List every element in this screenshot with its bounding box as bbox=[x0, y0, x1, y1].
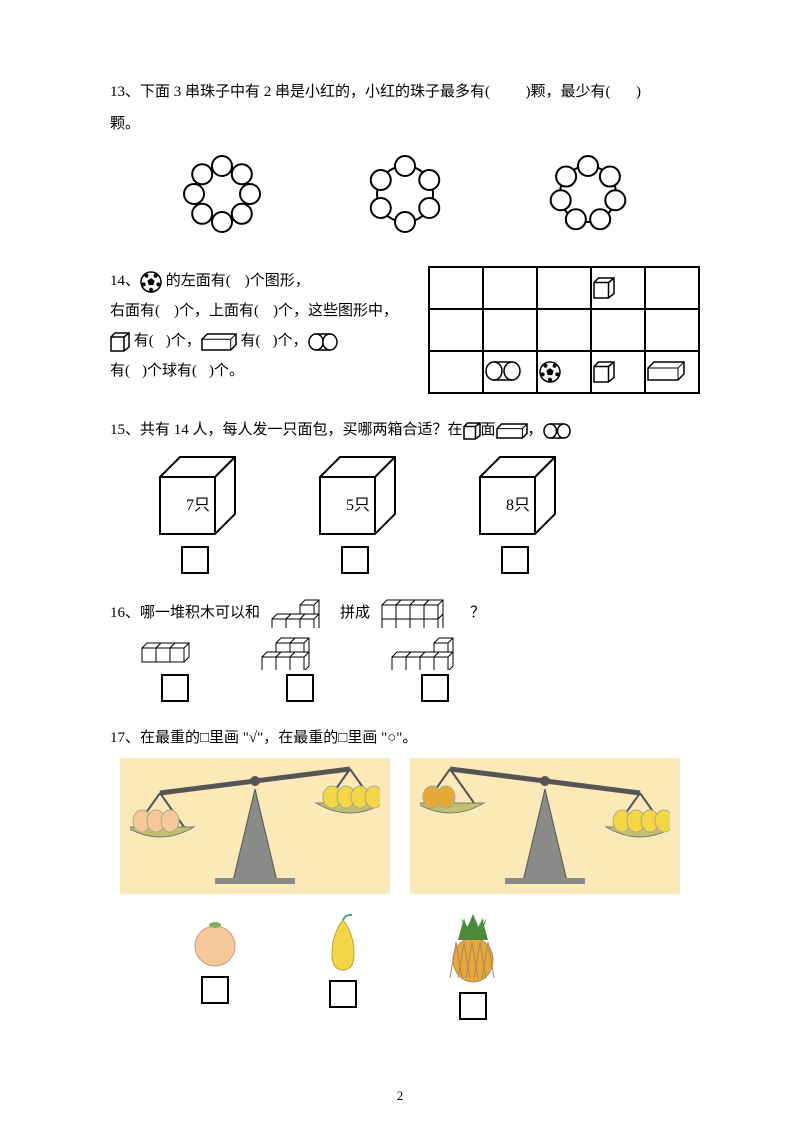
q16-options bbox=[110, 636, 700, 702]
q14-l4b: )个球有( bbox=[142, 363, 197, 379]
question-16: 16、哪一堆积木可以和 拼成 ？ bbox=[110, 598, 700, 702]
answer-box-3[interactable] bbox=[501, 546, 529, 574]
question-13: 13、下面 3 串珠子中有 2 串是小红的，小红的珠子最多有( )颗，最少有( … bbox=[110, 80, 700, 242]
q17-scales bbox=[110, 758, 700, 894]
q15-text-a: 15、共有 14 人，每人发一只面包，买哪两箱合适？在 bbox=[110, 422, 463, 438]
q17-answer-1[interactable] bbox=[201, 976, 229, 1004]
answer-box-1[interactable] bbox=[181, 546, 209, 574]
q16-answer-1[interactable] bbox=[161, 674, 189, 702]
q14-l3c: 有( bbox=[237, 333, 261, 349]
q15-box-3: 8只 bbox=[470, 452, 560, 574]
q16-text-b: 拼成 bbox=[340, 601, 370, 625]
q16-text-c: ？ bbox=[470, 601, 485, 625]
q13-text-a: 13、下面 3 串珠子中有 2 串是小红的，小红的珠子最多有( bbox=[110, 84, 490, 100]
q16-option-3 bbox=[390, 636, 480, 670]
q17-answer-2[interactable] bbox=[329, 980, 357, 1008]
balance-scale-1 bbox=[130, 766, 380, 886]
q13-beads-row bbox=[110, 142, 700, 242]
q14-prefix: 14、 bbox=[110, 273, 140, 289]
mini-cube-icon bbox=[463, 422, 481, 440]
q17-text: 17、在最重的□里画 "√"，在最重的□里画 "○"。 bbox=[110, 726, 700, 750]
mini-cylinder-icon bbox=[543, 423, 571, 439]
balance-scale-2 bbox=[420, 766, 670, 886]
q15-text-b: 面 bbox=[481, 422, 496, 438]
worksheet-page: 13、下面 3 串珠子中有 2 串是小红的，小红的珠子最多有( )颗，最少有( … bbox=[0, 0, 800, 1084]
q14-l2a: 右面有( bbox=[110, 303, 160, 319]
box-8: 8只 bbox=[470, 452, 560, 542]
q17-fruits bbox=[110, 912, 700, 1020]
block-shape-given bbox=[270, 598, 330, 628]
box-5: 5只 bbox=[310, 452, 400, 542]
q14-l2c: )个，这些图形中， bbox=[273, 303, 398, 319]
question-14: 14、 的左面有( )个图形， 右面有( )个，上面有( )个，这些图形中， 有( )个… bbox=[110, 266, 700, 394]
orange-icon bbox=[190, 912, 240, 968]
q15-box-1: 7只 bbox=[150, 452, 240, 574]
page-number: 2 bbox=[0, 1088, 800, 1104]
q14-l3b: )个， bbox=[166, 333, 201, 349]
mini-cuboid-icon bbox=[496, 423, 528, 439]
q16-answer-2[interactable] bbox=[286, 674, 314, 702]
q13-text-d: 颗。 bbox=[110, 112, 700, 136]
q14-l3d: )个， bbox=[273, 333, 308, 349]
q16-option-2 bbox=[260, 636, 340, 670]
question-17: 17、在最重的□里画 "√"，在最重的□里画 "○"。 bbox=[110, 726, 700, 1020]
q14-l2b: )个，上面有( bbox=[174, 303, 259, 319]
q13-text: 13、下面 3 串珠子中有 2 串是小红的，小红的珠子最多有( )颗，最少有( … bbox=[110, 80, 700, 104]
box-7: 7只 bbox=[150, 452, 240, 542]
cube-icon bbox=[110, 332, 130, 352]
block-shape-target bbox=[380, 598, 460, 628]
bead-ring-1 bbox=[167, 142, 277, 242]
q14-l1b: )个图形， bbox=[245, 273, 310, 289]
q14-l4a: 有( bbox=[110, 363, 130, 379]
svg-text:5只: 5只 bbox=[346, 497, 370, 514]
q14-text-block: 14、 的左面有( )个图形， 右面有( )个，上面有( )个，这些图形中， 有( )个… bbox=[110, 266, 410, 386]
pear-icon bbox=[320, 912, 366, 972]
question-15: 15、共有 14 人，每人发一只面包，买哪两箱合适？在面， 7只 5只 8只 bbox=[110, 418, 700, 574]
pineapple-icon bbox=[446, 912, 500, 984]
q15-box-2: 5只 bbox=[310, 452, 400, 574]
q13-text-b: )颗，最少有( bbox=[526, 84, 611, 100]
bead-ring-3 bbox=[533, 142, 643, 242]
svg-text:8只: 8只 bbox=[506, 497, 530, 514]
q16-option-1 bbox=[140, 636, 210, 670]
q16-answer-3[interactable] bbox=[421, 674, 449, 702]
q14-l4c: )个。 bbox=[209, 363, 244, 379]
cylinder-icon bbox=[308, 333, 338, 351]
soccer-icon bbox=[140, 271, 162, 293]
svg-text:7只: 7只 bbox=[186, 497, 210, 514]
q14-grid bbox=[428, 266, 700, 394]
q15-boxes: 7只 5只 8只 bbox=[110, 452, 700, 574]
q17-answer-3[interactable] bbox=[459, 992, 487, 1020]
q14-l3a: 有( bbox=[130, 333, 154, 349]
q16-text-a: 16、哪一堆积木可以和 bbox=[110, 601, 260, 625]
cuboid-icon bbox=[201, 333, 237, 351]
bead-ring-2 bbox=[350, 142, 460, 242]
answer-box-2[interactable] bbox=[341, 546, 369, 574]
q13-text-c: ) bbox=[636, 84, 641, 100]
q14-l1a: 的左面有( bbox=[162, 273, 231, 289]
